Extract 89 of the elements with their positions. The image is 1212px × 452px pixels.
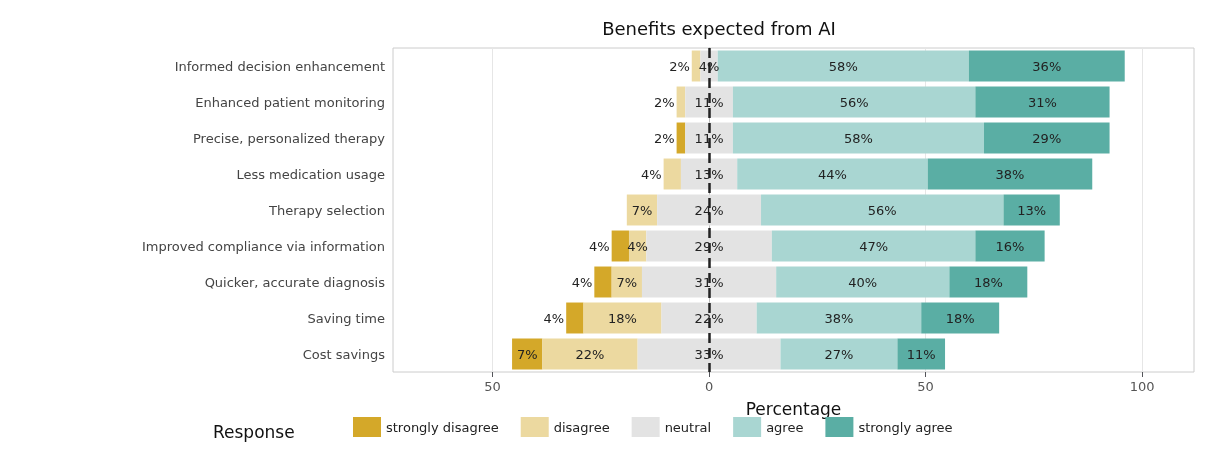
legend-label: strongly agree [858,419,953,435]
y-tick-label: Quicker, accurate diagnosis [204,274,386,290]
data-label: 11% [906,346,936,362]
data-label: 40% [848,274,878,290]
bar [771,230,976,262]
y-tick-label: Saving time [307,310,385,326]
bar [685,122,733,154]
bar [732,86,976,118]
data-label: 4% [571,274,593,290]
data-label: 7% [616,274,638,290]
data-label: 22% [694,310,724,326]
legend-label: agree [766,419,804,435]
legend-title: Response [213,421,295,442]
legend-label: neutral [664,419,712,435]
y-tick-label: Precise, personalized therapy [192,130,386,146]
x-axis-title: Percentage [745,398,842,419]
data-label: 56% [867,202,897,218]
bar [737,158,928,190]
x-tick-label: 0 [704,379,714,394]
bar [676,122,686,154]
bar [676,86,686,118]
bar [756,302,922,334]
data-label: 2% [653,130,675,146]
bar [921,302,1000,334]
data-label: 27% [824,346,854,362]
data-label: 38% [824,310,854,326]
bar [975,86,1110,118]
bar [646,230,772,262]
bar [663,158,681,190]
data-label: 16% [995,238,1025,254]
bar [984,122,1110,154]
y-tick-label: Cost savings [302,346,386,362]
data-label: 58% [828,58,858,74]
data-label: 2% [669,58,690,74]
data-label: 44% [818,166,847,182]
data-label: 29% [1032,130,1062,146]
bar [657,194,762,226]
y-tick-label: Less medication usage [236,166,385,182]
data-label: 18% [945,310,975,326]
bar [975,230,1045,262]
bar [1003,194,1060,226]
data-label: 7% [516,346,538,362]
bar [637,338,781,370]
data-label: 2% [653,94,675,110]
legend-label: disagree [553,419,610,435]
data-label: 58% [843,130,873,146]
bar [927,158,1093,190]
bar [897,338,946,370]
legend-label: strongly disagree [386,419,499,435]
data-label: 13% [1017,202,1047,218]
bar [949,266,1028,298]
data-label: 11% [694,94,724,110]
x-tick-label: 50 [917,379,934,394]
bar [583,302,662,334]
data-label: 7% [631,202,653,218]
data-label: 11% [694,130,724,146]
x-tick-label: 100 [1129,379,1155,394]
bar [594,266,612,298]
data-label: 47% [859,238,889,254]
bar [968,50,1125,82]
bar [732,122,985,154]
y-tick-label: Informed decision enhancement [174,58,385,74]
y-tick-label: Enhanced patient monitoring [195,94,385,110]
data-label: 56% [839,94,869,110]
bar [780,338,898,370]
data-label: 4% [627,238,648,254]
bar [776,266,950,298]
y-tick-label: Improved compliance via information [142,238,385,254]
data-label: 18% [608,310,637,326]
bar [641,266,777,298]
bar [542,338,638,370]
data-label: 38% [995,166,1025,182]
data-label: 31% [694,274,724,290]
bar [566,302,584,334]
y-tick-label: Therapy selection [268,202,385,218]
data-label: 4% [543,310,565,326]
data-label: 4% [640,166,662,182]
bar [661,302,757,334]
data-label: 22% [575,346,605,362]
chart-title: Benefits expected from AI [602,17,836,39]
bar [717,50,969,82]
bar [611,230,629,262]
data-label: 18% [973,274,1003,290]
data-label: 24% [694,202,724,218]
data-label: 4% [589,238,610,254]
x-tick-label: 50 [484,379,501,394]
data-label: 36% [1032,58,1062,74]
bar [761,194,1004,226]
data-label: 31% [1028,94,1057,110]
